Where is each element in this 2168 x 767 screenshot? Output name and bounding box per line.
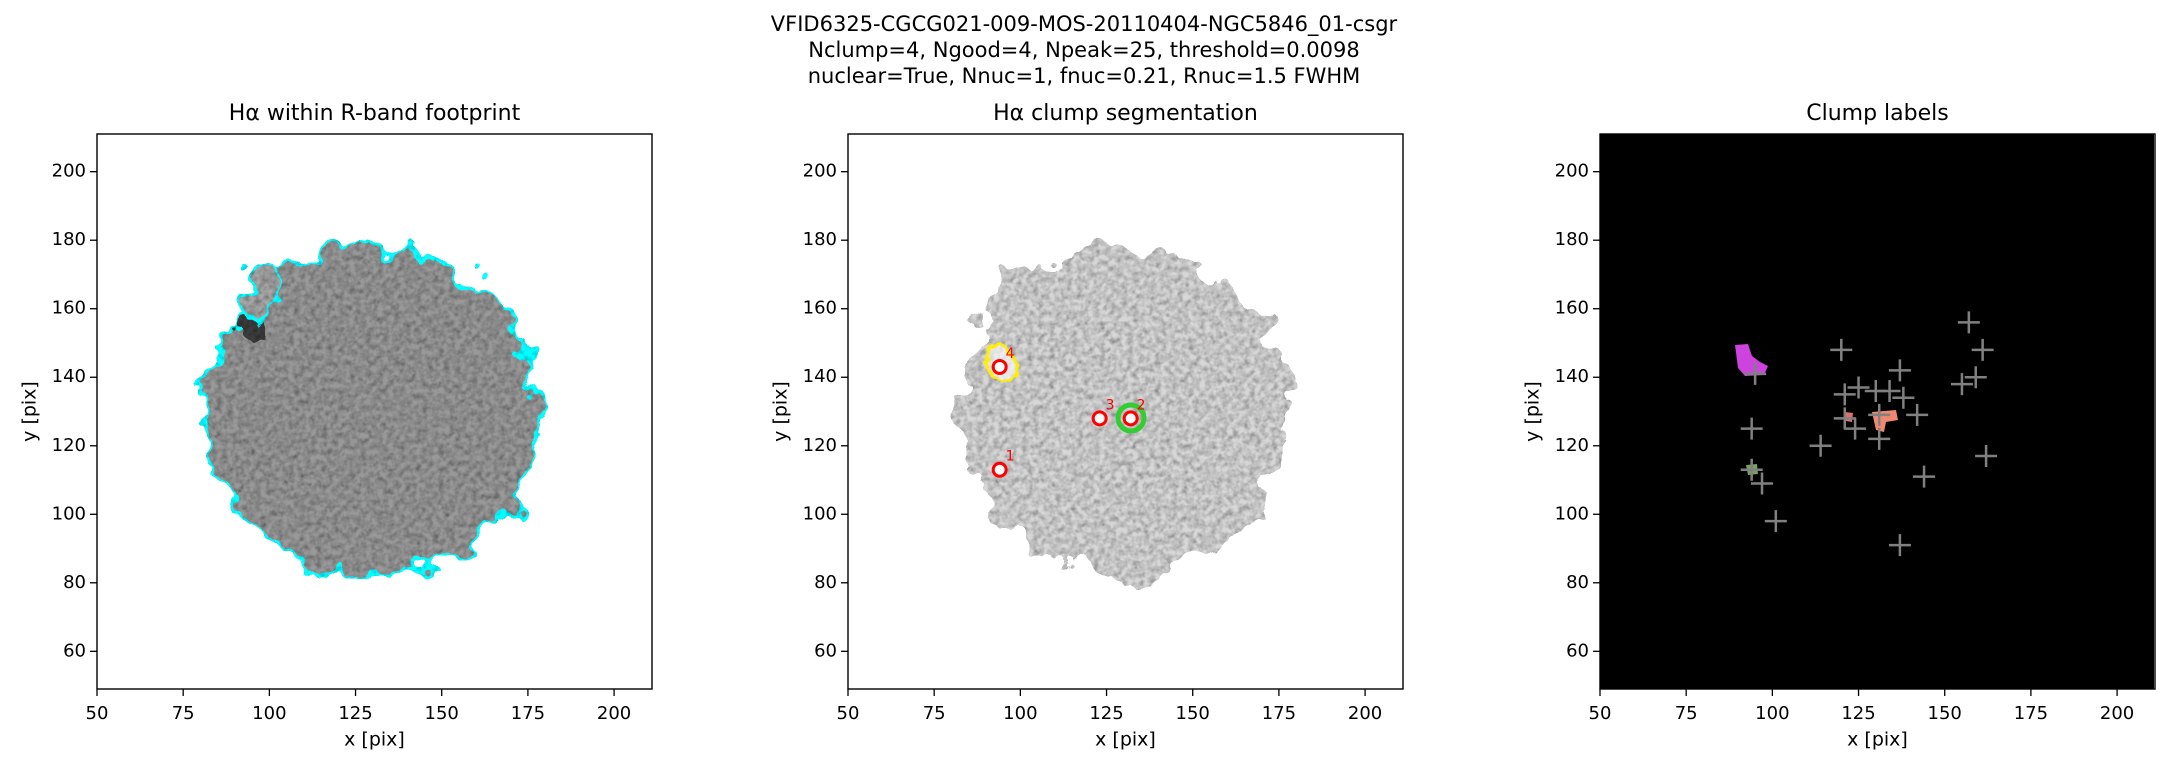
panel-title: Clump labels: [1806, 101, 1948, 126]
label-image: [1600, 134, 2154, 689]
peak-marker: [1833, 407, 1856, 430]
clump-marker: [1122, 410, 1139, 427]
axes-frame: [96, 133, 653, 690]
x-axis-label: x [pix]: [1095, 729, 1156, 751]
peak-marker: [1844, 417, 1867, 440]
clump-label: 4: [1006, 346, 1015, 362]
peak-marker: [1888, 534, 1911, 557]
peak-marker: [1751, 472, 1774, 495]
peak-marker: [1833, 383, 1856, 406]
x-tick-label: 75: [923, 703, 946, 724]
y-axis-label: y [pix]: [19, 381, 41, 442]
x-tick-label: 100: [1003, 703, 1037, 724]
peak-marker: [1892, 386, 1915, 409]
peak-marker: [1878, 379, 1901, 402]
y-tick-label: 180: [52, 229, 86, 250]
x-tick-label: 150: [425, 703, 459, 724]
y-axis-label: y [pix]: [770, 381, 792, 442]
x-tick-label: 100: [252, 703, 286, 724]
clump-region: [1735, 344, 1768, 376]
y-axis-label: y [pix]: [1522, 381, 1544, 442]
x-tick-label: 175: [1262, 703, 1296, 724]
figure-subtitle: Nclump=4, Ngood=4, Npeak=25, threshold=0…: [808, 38, 1360, 62]
peak-marker: [1913, 465, 1936, 488]
y-tick-label: 80: [63, 572, 86, 593]
y-tick-label: 100: [803, 503, 837, 524]
galaxy-image: [959, 247, 1289, 577]
peak-marker: [1809, 434, 1832, 457]
y-tick-label: 180: [1555, 229, 1589, 250]
figure-title: VFID6325-CGCG021-009-MOS-20110404-NGC584…: [771, 12, 1398, 37]
galaxy-image: [206, 245, 540, 579]
peak-marker: [1744, 362, 1767, 385]
axes-frame: [1599, 133, 2156, 690]
y-tick-label: 160: [1555, 298, 1589, 319]
peak-marker: [1740, 417, 1763, 440]
nucleus-circle: [1115, 402, 1147, 434]
x-axis-label: x [pix]: [1847, 729, 1908, 751]
x-tick-label: 125: [338, 703, 372, 724]
y-tick-label: 120: [803, 435, 837, 456]
y-tick-label: 60: [63, 640, 86, 661]
peak-marker: [1868, 403, 1891, 426]
y-tick-label: 80: [1566, 572, 1589, 593]
clump-label: 3: [1106, 397, 1115, 413]
x-tick-label: 50: [1589, 703, 1612, 724]
peak-marker: [1906, 403, 1929, 426]
y-tick-label: 160: [52, 298, 86, 319]
axes-frame: [847, 133, 1404, 690]
x-tick-label: 200: [1348, 703, 1382, 724]
x-tick-label: 75: [172, 703, 195, 724]
y-tick-label: 120: [52, 435, 86, 456]
y-tick-label: 180: [803, 229, 837, 250]
x-tick-label: 50: [86, 703, 109, 724]
x-tick-label: 125: [1089, 703, 1123, 724]
y-tick-label: 60: [814, 640, 837, 661]
x-tick-label: 200: [2100, 703, 2134, 724]
y-tick-label: 160: [803, 298, 837, 319]
peak-marker: [1868, 427, 1891, 450]
x-tick-label: 75: [1675, 703, 1698, 724]
peak-marker: [1830, 338, 1853, 361]
clump-region: [1845, 412, 1853, 422]
peak-marker: [1975, 445, 1998, 468]
x-tick-label: 50: [837, 703, 860, 724]
y-tick-label: 200: [52, 161, 86, 182]
x-axis-label: x [pix]: [344, 729, 405, 751]
y-tick-label: 140: [803, 366, 837, 387]
x-tick-label: 125: [1841, 703, 1875, 724]
peak-marker: [1971, 338, 1994, 361]
clump-label: 1: [1006, 449, 1015, 465]
clump-label: 2: [1137, 397, 1146, 413]
y-tick-label: 100: [1555, 503, 1589, 524]
panel-title: Hα within R-band footprint: [229, 101, 521, 126]
panel-title: Hα clump segmentation: [993, 101, 1258, 126]
y-tick-label: 140: [52, 366, 86, 387]
peak-marker: [1847, 376, 1870, 399]
x-tick-label: 100: [1755, 703, 1789, 724]
x-tick-label: 175: [2014, 703, 2048, 724]
y-tick-label: 200: [803, 161, 837, 182]
y-tick-label: 60: [1566, 640, 1589, 661]
x-tick-label: 150: [1928, 703, 1962, 724]
peak-marker: [1888, 359, 1911, 382]
x-tick-label: 150: [1176, 703, 1210, 724]
x-tick-label: 175: [511, 703, 545, 724]
peak-marker: [1950, 373, 1973, 396]
y-tick-label: 100: [52, 503, 86, 524]
peak-marker: [1740, 458, 1763, 481]
y-tick-label: 140: [1555, 366, 1589, 387]
peak-marker: [1957, 311, 1980, 334]
clump-marker: [991, 461, 1008, 478]
x-tick-label: 200: [597, 703, 631, 724]
figure-subtitle: nuclear=True, Nnuc=1, fnuc=0.21, Rnuc=1.…: [808, 64, 1361, 88]
peak-marker: [1764, 510, 1787, 533]
y-tick-label: 80: [814, 572, 837, 593]
y-tick-label: 200: [1555, 161, 1589, 182]
clump-marker: [1091, 410, 1108, 427]
clump-marker: [991, 358, 1008, 375]
peak-marker: [1964, 366, 1987, 389]
y-tick-label: 120: [1555, 435, 1589, 456]
